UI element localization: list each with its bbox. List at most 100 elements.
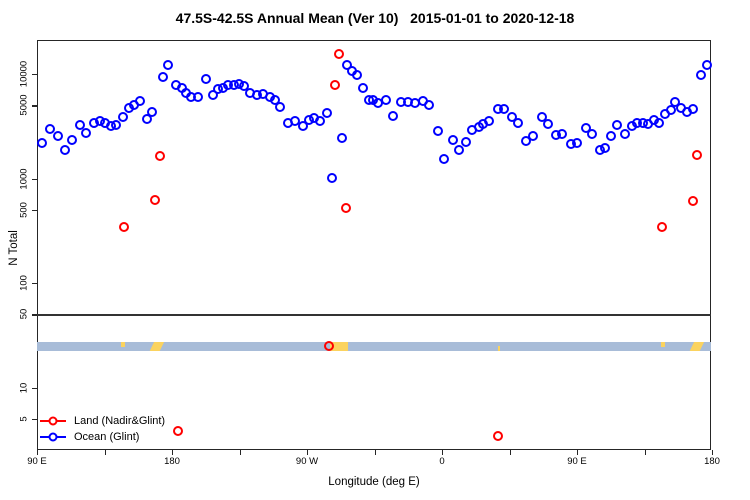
data-point-ocean xyxy=(111,120,122,130)
data-point-ocean xyxy=(157,71,168,82)
data-point-ocean xyxy=(556,129,567,140)
data-point-ocean xyxy=(60,145,71,156)
data-point-ocean xyxy=(605,130,616,141)
data-point-land xyxy=(173,426,184,437)
data-point-ocean xyxy=(453,145,464,156)
data-point-ocean xyxy=(388,110,399,121)
data-point-ocean xyxy=(163,59,174,70)
y-axis-tick-label: 50 xyxy=(18,309,30,320)
data-point-ocean xyxy=(654,117,665,128)
x-axis-tick-label: 90 W xyxy=(295,456,319,467)
y-axis-tick-label: 10 xyxy=(18,382,30,393)
land-patch xyxy=(661,342,665,347)
data-point-land xyxy=(656,222,667,233)
data-point-ocean xyxy=(447,135,458,146)
data-point-ocean xyxy=(687,103,698,114)
legend-ocean-line xyxy=(40,432,66,442)
data-point-ocean xyxy=(513,118,524,129)
legend: Land (Nadir&Glint) Ocean (Glint) xyxy=(40,413,165,445)
data-point-land xyxy=(493,431,504,442)
x-axis-tick xyxy=(172,450,174,455)
land-patch xyxy=(149,342,165,351)
data-point-ocean xyxy=(274,101,285,112)
data-point-land xyxy=(150,195,161,206)
legend-land-circle-icon xyxy=(48,416,58,426)
data-point-land xyxy=(692,150,703,161)
x-axis-tick xyxy=(577,450,579,455)
data-point-ocean xyxy=(580,123,591,134)
data-point-ocean xyxy=(701,60,712,71)
x-axis-tick-label: 180 xyxy=(164,456,180,467)
land-ocean-strip xyxy=(37,342,711,351)
data-point-ocean xyxy=(543,119,554,130)
legend-item-land: Land (Nadir&Glint) xyxy=(40,413,165,429)
data-point-ocean xyxy=(572,138,583,149)
chart-title: 47.5S-42.5S Annual Mean (Ver 10) 2015-01… xyxy=(175,10,575,26)
land-patch xyxy=(329,342,349,351)
x-axis-tick xyxy=(307,450,309,455)
x-axis-tick xyxy=(442,450,444,455)
data-point-ocean xyxy=(36,138,47,149)
x-axis-tick-label: 0 xyxy=(439,456,445,467)
reference-line xyxy=(37,314,711,316)
data-point-land xyxy=(324,340,335,351)
data-point-land xyxy=(341,203,352,214)
data-point-ocean xyxy=(147,106,158,117)
x-axis-tick xyxy=(37,450,39,455)
y-axis-tick xyxy=(32,283,37,285)
data-point-ocean xyxy=(461,136,471,147)
land-patch xyxy=(121,342,125,347)
data-point-ocean xyxy=(201,74,212,85)
data-point-land xyxy=(688,195,699,206)
data-point-ocean xyxy=(336,133,347,144)
data-point-ocean xyxy=(612,120,623,130)
data-point-ocean xyxy=(521,136,532,147)
data-point-ocean xyxy=(297,120,308,131)
y-axis-tick-label: 1000 xyxy=(18,167,30,190)
data-point-ocean xyxy=(321,108,332,119)
data-point-ocean xyxy=(141,113,152,124)
data-point-land xyxy=(155,150,166,161)
data-point-ocean xyxy=(314,116,325,126)
data-point-ocean xyxy=(45,123,56,134)
data-point-ocean xyxy=(81,128,92,139)
data-point-ocean xyxy=(52,130,63,141)
data-point-ocean xyxy=(117,111,128,122)
data-point-ocean xyxy=(620,129,630,140)
data-point-ocean xyxy=(326,173,337,184)
x-axis-tick xyxy=(712,450,714,455)
x-axis-tick xyxy=(104,450,106,455)
data-point-ocean xyxy=(439,154,450,165)
legend-land-label: Land (Nadir&Glint) xyxy=(74,415,166,427)
x-axis-tick-label: 90 E xyxy=(567,456,587,467)
data-point-ocean xyxy=(351,69,362,80)
x-axis-tick xyxy=(644,450,646,455)
x-axis-tick xyxy=(374,450,376,455)
data-point-ocean xyxy=(536,111,547,122)
legend-ocean-circle-icon xyxy=(48,432,58,442)
y-axis-tick-label: 5000 xyxy=(18,94,30,117)
y-axis-tick-label: 100 xyxy=(18,275,30,291)
y-axis-tick-label: 5 xyxy=(18,416,30,422)
data-point-ocean xyxy=(193,92,204,103)
y-axis-tick xyxy=(32,209,37,212)
data-point-ocean xyxy=(381,94,392,105)
data-point-ocean xyxy=(432,126,443,137)
data-point-ocean xyxy=(696,70,707,81)
y-axis-tick xyxy=(32,387,37,389)
land-patch xyxy=(689,342,705,351)
data-point-ocean xyxy=(506,111,517,122)
data-point-ocean xyxy=(357,82,368,93)
data-point-ocean xyxy=(528,130,539,141)
data-point-land xyxy=(330,79,341,90)
legend-land-line xyxy=(40,416,66,426)
data-point-ocean xyxy=(587,129,598,140)
y-axis-tick xyxy=(32,74,37,76)
data-point-ocean xyxy=(424,100,435,110)
data-point-ocean xyxy=(498,103,509,114)
legend-ocean-label: Ocean (Glint) xyxy=(74,431,140,443)
data-point-ocean xyxy=(669,96,680,107)
data-point-ocean xyxy=(483,116,494,126)
y-axis-tick-label: 10000 xyxy=(18,60,30,88)
